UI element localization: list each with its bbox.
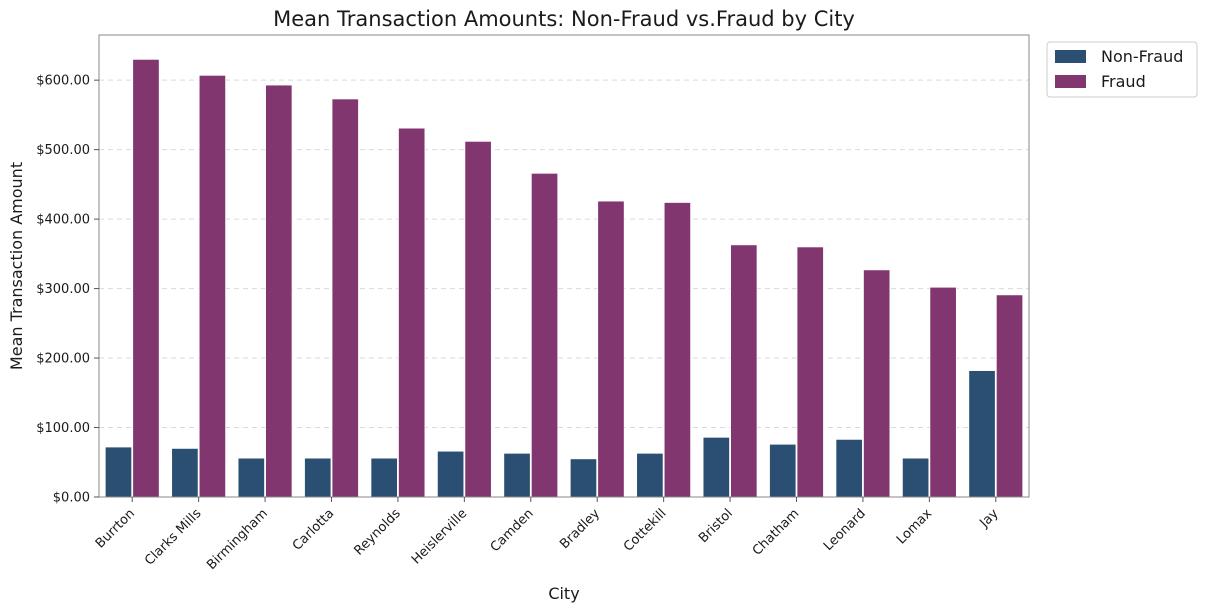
bar-non-fraud [769, 443, 797, 498]
x-tick-label: Camden [488, 506, 537, 555]
y-tick-label: $300.00 [36, 282, 90, 297]
x-tick-label: Heislerville [409, 506, 470, 567]
bar-non-fraud [702, 436, 730, 498]
bar-fraud [464, 140, 492, 498]
y-axis-label: Mean Transaction Amount [7, 162, 26, 370]
bar-fraud [663, 202, 692, 498]
x-tick-label: Bradley [557, 506, 603, 552]
legend-label: Fraud [1101, 72, 1146, 91]
y-tick-label: $200.00 [36, 352, 90, 367]
y-axis-ticks: $0.00 $100.00 $200.00 $300.00 $400.00 $500.00… [36, 74, 99, 506]
bar-non-fraud [237, 457, 265, 498]
y-tick-label: $0.00 [53, 491, 90, 506]
x-tick-label: Cottekill [621, 506, 670, 555]
bar-fraud [995, 294, 1024, 498]
x-tick-label: Reynolds [351, 506, 403, 558]
x-tick-label: Jay [977, 506, 1002, 531]
y-tick-label: $400.00 [36, 213, 90, 228]
x-tick-label: Bristol [696, 506, 736, 546]
x-tick-label: Leonard [821, 506, 869, 554]
x-tick-label: Burrton [93, 506, 138, 551]
bar-fraud [331, 98, 359, 498]
bar-non-fraud [968, 370, 996, 498]
legend-label: Non-Fraud [1101, 47, 1183, 66]
bar-non-fraud [901, 457, 930, 498]
bar-non-fraud [171, 447, 199, 498]
bar-fraud [198, 74, 227, 498]
bar-non-fraud [436, 450, 465, 498]
x-tick-label: Clarks Mills [142, 506, 205, 569]
y-tick-label: $600.00 [36, 74, 90, 89]
bar-fraud [929, 286, 957, 498]
bar-non-fraud [304, 457, 332, 498]
bar-fraud [796, 246, 824, 498]
x-tick-label: Lomax [894, 506, 935, 547]
bar-fraud [398, 127, 426, 498]
x-axis-ticks: Burrton Clarks Mills Birmingham Carlotta Rey… [93, 497, 1002, 573]
chart-title: Mean Transaction Amounts: Non-Fraud vs.F… [273, 7, 855, 31]
bars [104, 58, 1024, 498]
y-tick-label: $100.00 [36, 421, 90, 436]
plot-frame [98, 34, 1030, 498]
x-axis-label: City [548, 584, 579, 603]
x-tick-label: Chatham [750, 506, 803, 559]
bar-fraud [730, 244, 758, 498]
legend: Non-Fraud Fraud [1046, 41, 1198, 98]
bar-fraud [530, 172, 559, 498]
bar-non-fraud [104, 446, 133, 498]
bar-non-fraud [835, 438, 863, 498]
bar-non-fraud [569, 458, 598, 498]
bar-fraud [265, 84, 293, 498]
y-tick-label: $500.00 [36, 143, 90, 158]
x-tick-label: Birmingham [204, 506, 271, 573]
bar-non-fraud [370, 457, 398, 498]
bar-fraud [597, 200, 625, 498]
bar-non-fraud [503, 452, 531, 498]
legend-swatch [1055, 75, 1086, 88]
bar-fraud [863, 269, 891, 498]
x-tick-label: Carlotta [290, 506, 337, 553]
bar-fraud [132, 58, 160, 498]
bar-non-fraud [636, 452, 664, 498]
legend-swatch [1055, 50, 1086, 63]
